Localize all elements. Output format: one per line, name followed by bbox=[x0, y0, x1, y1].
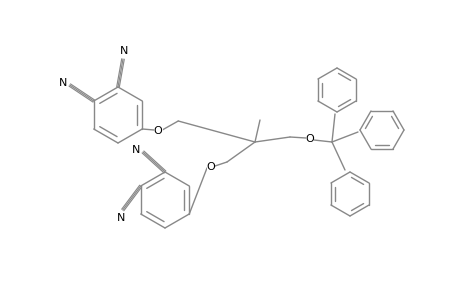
Text: N: N bbox=[58, 78, 67, 88]
Text: O: O bbox=[154, 126, 162, 136]
Text: O: O bbox=[206, 162, 215, 172]
Text: N: N bbox=[132, 145, 140, 155]
Text: O: O bbox=[305, 134, 313, 144]
Text: N: N bbox=[116, 213, 125, 223]
Text: N: N bbox=[119, 46, 128, 56]
